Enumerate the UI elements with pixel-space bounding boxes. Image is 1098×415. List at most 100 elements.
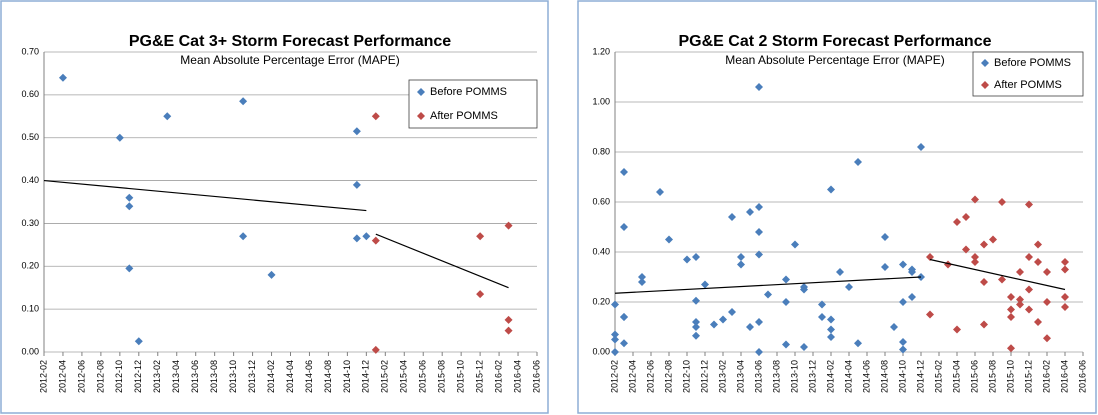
point [1061,258,1069,266]
point [1043,268,1051,276]
point [818,300,826,309]
point [728,213,736,221]
point [908,268,916,276]
point [1007,305,1015,314]
y-tick-label: 0.40 [21,175,39,185]
x-tick-label: 2013-08 [771,360,781,393]
y-tick-label: 0.50 [21,132,39,142]
point [962,245,970,254]
y-tick-label: 0.40 [592,246,610,256]
point [1007,313,1015,321]
x-tick-label: 2013-02 [717,360,727,393]
point [998,198,1006,206]
y-tick-label: 1.20 [592,46,610,56]
point [755,228,763,236]
legend-label: Before POMMS [430,86,507,98]
point [899,338,907,346]
x-tick-label: 2013-10 [228,360,238,393]
point [692,318,700,326]
x-tick-label: 2013-06 [190,360,200,393]
trendline [929,258,1066,291]
point [620,223,628,231]
chart-subtitle: Mean Absolute Percentage Error (MAPE) [725,53,944,67]
point [899,260,907,269]
point [362,232,371,241]
point [854,339,862,348]
point [926,310,934,319]
point [620,313,628,321]
y-tick-label: 0.00 [21,346,39,356]
point [1025,285,1033,294]
point [371,345,380,354]
y-tick-label: 0.80 [592,146,610,156]
x-tick-label: 2016-02 [1041,360,1051,393]
point [1007,293,1015,301]
point [476,290,485,299]
point [620,168,628,176]
y-tick-label: 0.00 [592,346,610,356]
legend-marker [981,59,989,67]
point [371,112,380,121]
point [737,253,745,261]
legend-marker [417,112,425,120]
point [163,112,172,121]
point [827,325,835,334]
point [352,127,361,136]
trendline [43,179,367,212]
legend-label: After POMMS [430,110,498,122]
point [728,308,736,316]
point [746,323,754,331]
legend-marker [981,81,989,89]
x-tick-label: 2014-12 [915,360,925,393]
point [504,326,513,335]
point [755,318,763,326]
y-tick-label: 0.20 [21,261,39,271]
point [818,313,826,321]
point [1034,240,1042,249]
point [998,275,1006,284]
point [267,270,276,279]
y-tick-label: 0.10 [21,304,39,314]
point [881,233,889,241]
x-tick-label: 2016-06 [531,360,541,393]
point [352,180,361,189]
trendline [375,233,509,289]
point [980,320,988,329]
point [1034,318,1042,326]
point [917,143,925,151]
point [611,335,619,344]
point [800,343,808,351]
y-tick-label: 0.60 [592,196,610,206]
point [1025,305,1033,314]
point [782,275,790,284]
x-tick-label: 2012-02 [609,360,619,393]
x-tick-label: 2014-08 [323,360,333,393]
point [926,253,934,261]
point [504,315,513,324]
point [352,234,361,243]
point [1025,200,1033,209]
point [791,240,799,249]
y-tick-label: 0.60 [21,89,39,99]
point [854,158,862,166]
point [504,221,513,230]
legend-box [972,51,1084,97]
point [1016,295,1024,304]
point [692,253,700,261]
point [692,296,700,305]
y-tick-label: 0.70 [21,46,39,56]
x-tick-label: 2013-08 [209,360,219,393]
panel [0,0,549,414]
x-tick-label: 2012-10 [681,360,691,393]
y-tick-label: 0.20 [592,296,610,306]
x-tick-label: 2015-08 [437,360,447,393]
point [800,285,808,294]
x-tick-label: 2016-02 [493,360,503,393]
trendline [614,276,922,294]
x-tick-label: 2013-04 [171,360,181,393]
point [827,185,835,194]
point [638,278,646,286]
point [881,263,889,271]
point [1043,298,1051,306]
